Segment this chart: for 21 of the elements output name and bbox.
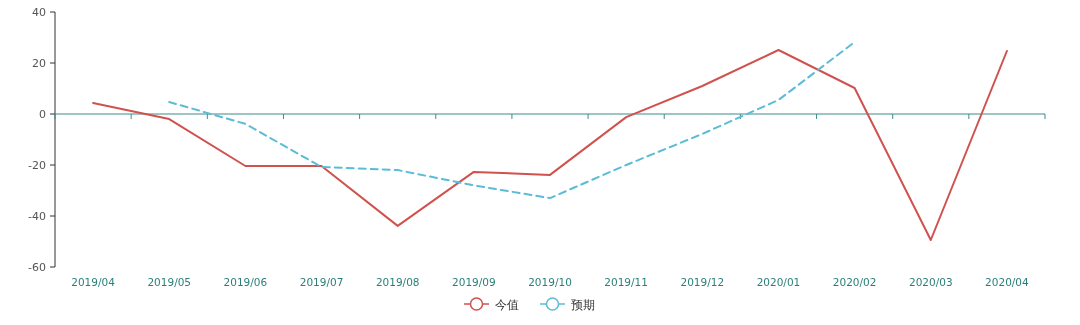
y-tick-label: -60 (28, 261, 46, 274)
y-tick-label: -40 (28, 210, 46, 223)
y-tick-label: 20 (32, 57, 46, 70)
x-tick-label: 2020/02 (832, 276, 877, 288)
y-tick-label: 0 (39, 108, 46, 121)
x-tick-label: 2020/04 (985, 276, 1030, 288)
x-tick-label: 2019/11 (604, 276, 648, 288)
y-tick-label: -20 (28, 159, 46, 172)
legend-label: 今值 (495, 297, 519, 312)
x-tick-label: 2020/01 (756, 276, 801, 288)
y-tick-label: 40 (32, 6, 46, 19)
x-tick-label: 2019/10 (528, 276, 572, 288)
x-tick-label: 2020/03 (908, 276, 953, 288)
x-tick-label: 2019/06 (223, 276, 268, 288)
x-tick-label: 2019/12 (680, 276, 725, 288)
x-tick-label: 2019/04 (71, 276, 116, 288)
x-tick-label: 2019/07 (299, 276, 344, 288)
legend-label: 预期 (571, 297, 595, 312)
x-tick-label: 2019/09 (452, 276, 496, 288)
x-tick-label: 2019/08 (375, 276, 420, 288)
x-tick-label: 2019/05 (147, 276, 192, 288)
